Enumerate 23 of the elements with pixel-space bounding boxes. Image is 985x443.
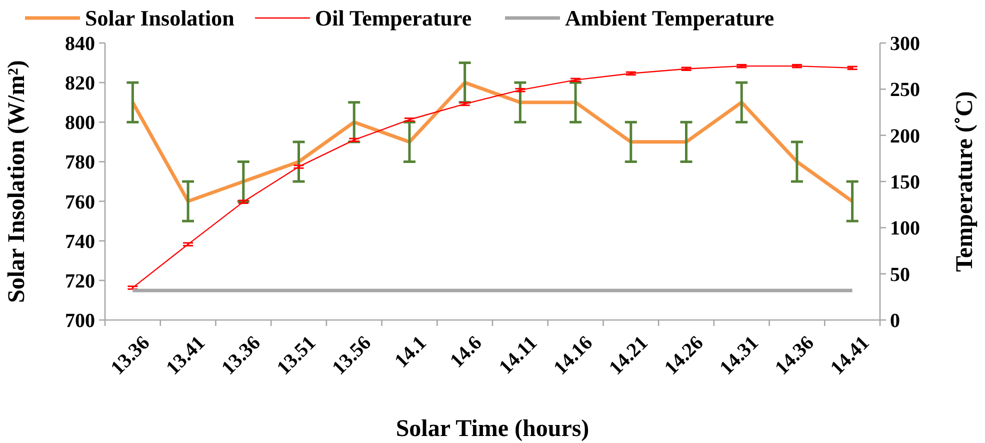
y2-tick-label: 0 [890, 310, 900, 332]
y-tick-label: 780 [65, 152, 95, 174]
x-tick-label: 14.6 [446, 332, 486, 372]
y2-axis-title: Temperature (˚C) [952, 91, 978, 272]
y-tick-label: 720 [65, 270, 95, 292]
legend-label: Solar Insolation [85, 6, 234, 31]
y2-tick-label: 100 [890, 218, 920, 240]
legend-label: Oil Temperature [315, 6, 472, 31]
y-tick-label: 740 [65, 230, 95, 253]
y-tick-label: 700 [65, 310, 95, 332]
y2-tick-label: 50 [890, 264, 910, 286]
y-tick-label: 820 [65, 72, 95, 95]
y-tick-label: 840 [65, 33, 95, 55]
y2-tick-label: 300 [890, 33, 920, 55]
y-tick-label: 800 [65, 112, 95, 134]
y-tick-label: 760 [65, 191, 95, 214]
y2-tick-label: 150 [890, 172, 920, 194]
y-axis-title: Solar Insolation (W/m²) [4, 60, 30, 303]
y2-tick-label: 250 [890, 79, 920, 102]
y2-tick-label: 200 [890, 125, 920, 148]
legend-label: Ambient Temperature [565, 6, 774, 31]
x-axis-title: Solar Time (hours) [396, 416, 590, 442]
x-tick-label: 14.1 [390, 332, 431, 372]
